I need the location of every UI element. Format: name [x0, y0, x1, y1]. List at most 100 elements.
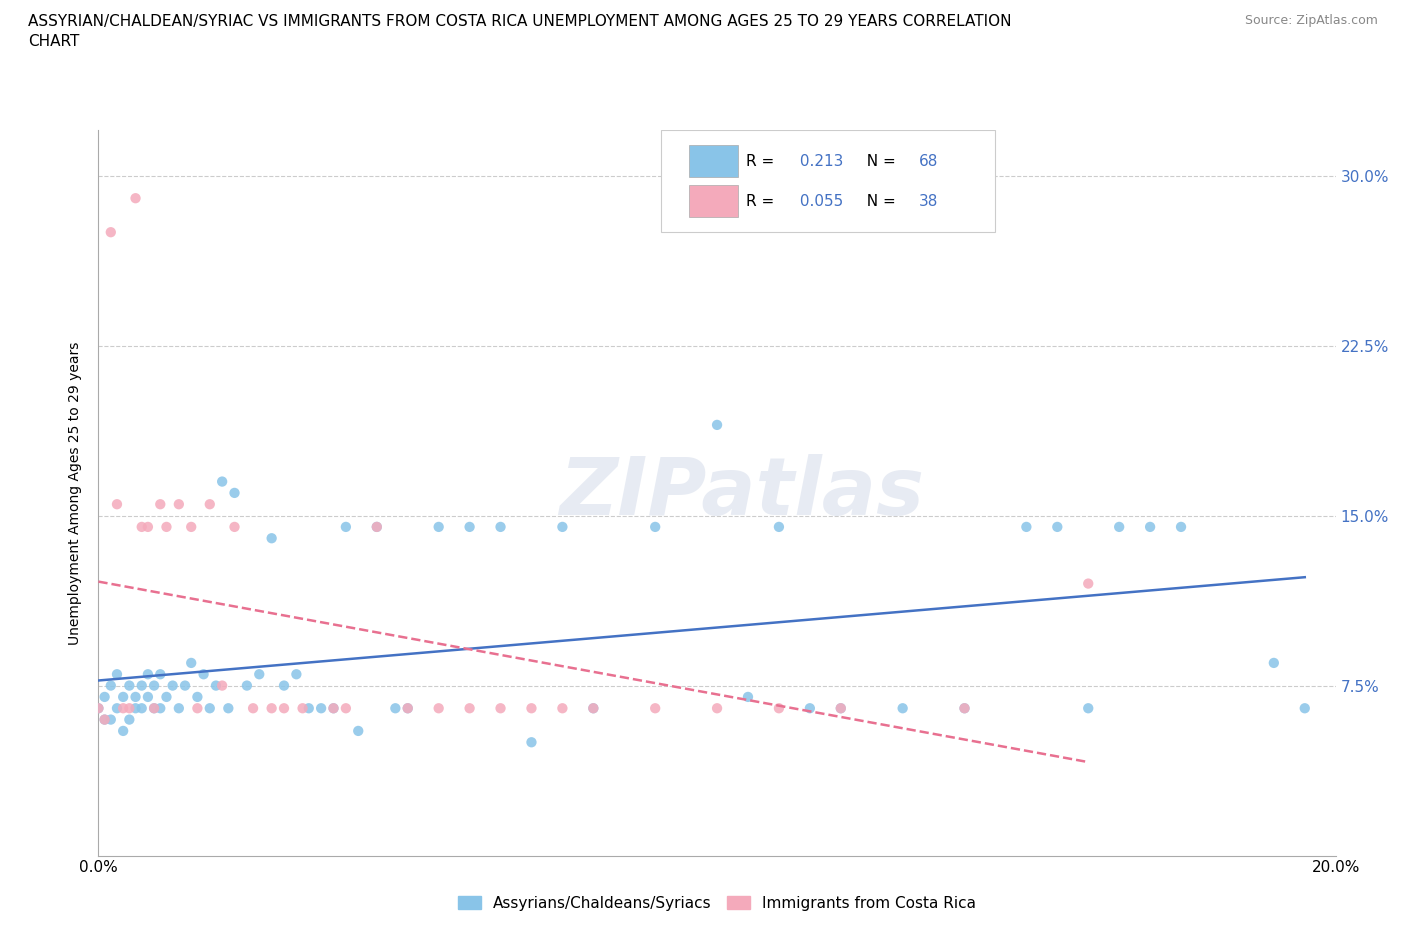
Point — [520, 735, 543, 750]
Point — [174, 678, 197, 693]
Text: 0.213: 0.213 — [794, 153, 844, 169]
Point — [1139, 520, 1161, 535]
Point — [366, 520, 388, 535]
Point — [118, 712, 141, 727]
Point — [93, 689, 115, 704]
Point — [180, 520, 202, 535]
Point — [1170, 520, 1192, 535]
Point — [105, 701, 128, 716]
Point — [427, 701, 450, 716]
Point — [149, 701, 172, 716]
Point — [236, 678, 259, 693]
Point — [93, 712, 115, 727]
Point — [347, 724, 370, 738]
Point — [136, 689, 159, 704]
Point — [489, 520, 512, 535]
Point — [149, 667, 172, 682]
Text: R =: R = — [745, 153, 779, 169]
Point — [384, 701, 406, 716]
Point — [87, 701, 110, 716]
Point — [396, 701, 419, 716]
Point — [186, 689, 208, 704]
Point — [1015, 520, 1038, 535]
Point — [143, 678, 166, 693]
Point — [799, 701, 821, 716]
Point — [582, 701, 605, 716]
Point — [1294, 701, 1316, 716]
FancyBboxPatch shape — [689, 185, 738, 218]
Point — [100, 678, 122, 693]
Point — [427, 520, 450, 535]
Point — [830, 701, 852, 716]
Point — [205, 678, 228, 693]
Point — [706, 418, 728, 432]
Point — [489, 701, 512, 716]
Point — [396, 701, 419, 716]
Point — [1077, 577, 1099, 591]
Point — [322, 701, 344, 716]
Point — [112, 724, 135, 738]
Point — [335, 520, 357, 535]
Point — [551, 520, 574, 535]
Point — [143, 701, 166, 716]
Point — [291, 701, 314, 716]
Point — [112, 689, 135, 704]
Point — [124, 701, 146, 716]
Point — [211, 678, 233, 693]
Point — [830, 701, 852, 716]
Point — [217, 701, 239, 716]
Point — [224, 485, 246, 500]
Text: ASSYRIAN/CHALDEAN/SYRIAC VS IMMIGRANTS FROM COSTA RICA UNEMPLOYMENT AMONG AGES 2: ASSYRIAN/CHALDEAN/SYRIAC VS IMMIGRANTS F… — [28, 14, 1012, 29]
Text: N =: N = — [856, 193, 900, 209]
Text: ZIPatlas: ZIPatlas — [560, 454, 924, 532]
Point — [737, 689, 759, 704]
Point — [112, 701, 135, 716]
Point — [136, 520, 159, 535]
Point — [1263, 656, 1285, 671]
Point — [309, 701, 332, 716]
Point — [458, 520, 481, 535]
Point — [1046, 520, 1069, 535]
Point — [155, 520, 177, 535]
Point — [180, 656, 202, 671]
Point — [953, 701, 976, 716]
Point — [953, 701, 976, 716]
Point — [105, 667, 128, 682]
Point — [247, 667, 270, 682]
Point — [198, 701, 221, 716]
Text: Source: ZipAtlas.com: Source: ZipAtlas.com — [1244, 14, 1378, 27]
Text: 0.055: 0.055 — [794, 193, 844, 209]
Point — [242, 701, 264, 716]
Point — [644, 520, 666, 535]
Text: 68: 68 — [918, 153, 938, 169]
Point — [105, 497, 128, 512]
Point — [143, 701, 166, 716]
Point — [260, 531, 283, 546]
Point — [285, 667, 308, 682]
Point — [366, 520, 388, 535]
Point — [131, 520, 153, 535]
Point — [582, 701, 605, 716]
Point — [520, 701, 543, 716]
Point — [136, 667, 159, 682]
FancyBboxPatch shape — [661, 130, 995, 232]
Legend: Assyrians/Chaldeans/Syriacs, Immigrants from Costa Rica: Assyrians/Chaldeans/Syriacs, Immigrants … — [451, 890, 983, 917]
Point — [298, 701, 321, 716]
Point — [322, 701, 344, 716]
Text: N =: N = — [856, 153, 900, 169]
Point — [211, 474, 233, 489]
Point — [131, 701, 153, 716]
Point — [87, 701, 110, 716]
Point — [167, 497, 190, 512]
Point — [768, 701, 790, 716]
Point — [224, 520, 246, 535]
Point — [1108, 520, 1130, 535]
Point — [891, 701, 914, 716]
Point — [149, 497, 172, 512]
Point — [118, 701, 141, 716]
Point — [335, 701, 357, 716]
Point — [118, 678, 141, 693]
Point — [1077, 701, 1099, 716]
Point — [167, 701, 190, 716]
Point — [198, 497, 221, 512]
